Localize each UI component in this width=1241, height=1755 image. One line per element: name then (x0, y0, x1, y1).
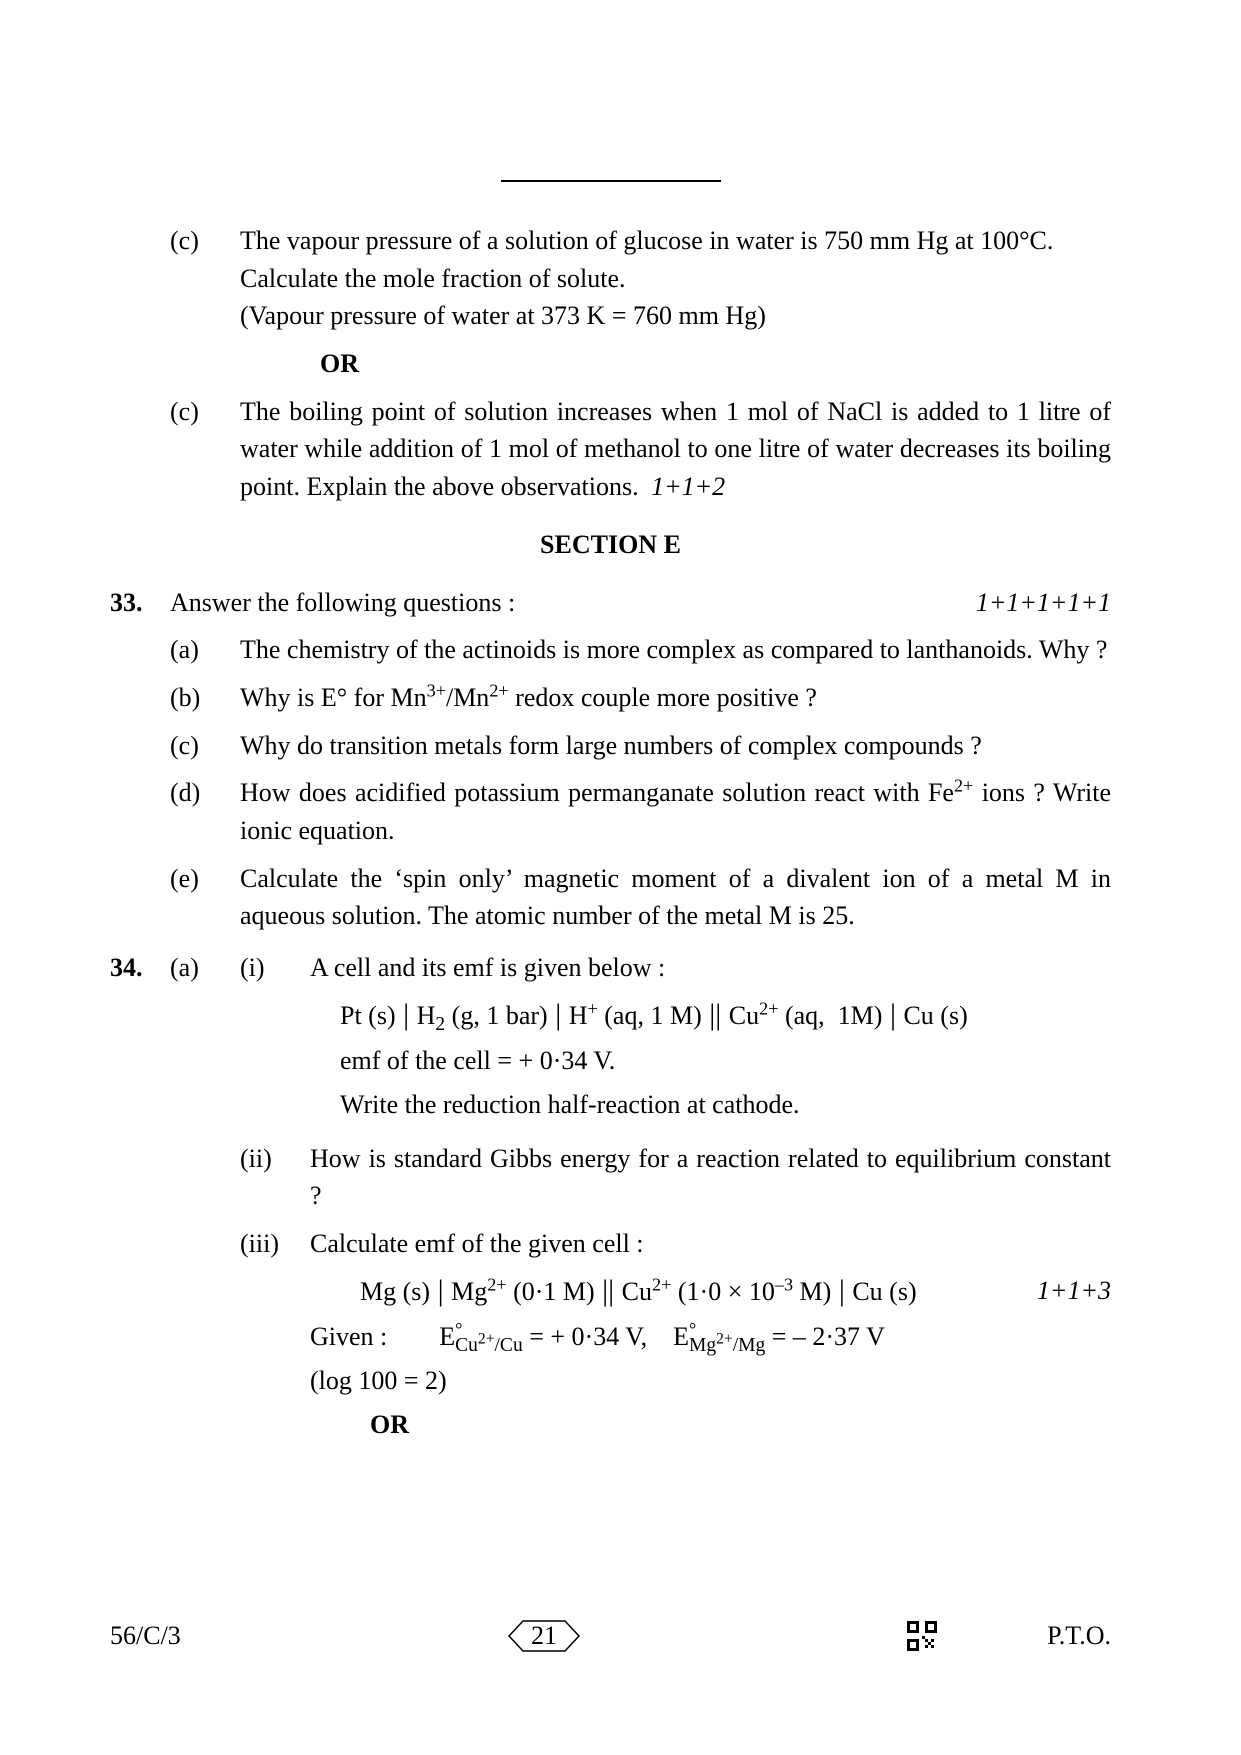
text-pre: Why is E° for Mn (240, 683, 427, 712)
given-label: Given : (310, 1322, 387, 1351)
part-label: (c) (170, 727, 240, 765)
spacer (110, 860, 170, 935)
q34-a-ii: (ii) How is standard Gibbs energy for a … (110, 1140, 1111, 1215)
spacer (170, 1225, 240, 1443)
or-row: OR (110, 345, 1111, 383)
cell-eqn-row: Mg (s) | Mg2+ (0·1 M) || Cu2+ (1·0 × 10–… (310, 1269, 1111, 1313)
q32-c2: (c) The boiling point of solution increa… (110, 393, 1111, 506)
spacer (110, 345, 170, 383)
spacer (170, 1140, 240, 1215)
q33-c: (c) Why do transition metals form large … (110, 727, 1111, 765)
text: Why is E° for Mn3+/Mn2+ redox couple mor… (240, 679, 1111, 717)
spacer (110, 631, 170, 669)
question-number: 34. (110, 949, 170, 1130)
body-text: A cell and its emf is given below : Pt (… (310, 949, 1111, 1130)
sub-label: (iii) (240, 1225, 310, 1443)
marks: 1+1+2 (651, 472, 725, 501)
text-pre: How does acidified potassium permanganat… (240, 778, 954, 807)
q33-a: (a) The chemistry of the actinoids is mo… (110, 631, 1111, 669)
spacer (110, 727, 170, 765)
footer-right: P.T.O. (907, 1617, 1111, 1655)
line: Calculate emf of the given cell : (310, 1225, 1111, 1263)
pto: P.T.O. (1047, 1617, 1111, 1655)
q34-a-i: 34. (a) (i) A cell and its emf is given … (110, 949, 1111, 1130)
text: The boiling point of solution increases … (240, 393, 1111, 506)
body-text: The boiling point of solution increases … (240, 393, 1111, 506)
q34-a-iii: (iii) Calculate emf of the given cell : … (110, 1225, 1111, 1443)
page-number-diamond: 21 (499, 1619, 589, 1653)
question-number: 33. (110, 584, 170, 622)
q33-b: (b) Why is E° for Mn3+/Mn2+ redox couple… (110, 679, 1111, 717)
cell-notation: Mg (s) | Mg2+ (0·1 M) || Cu2+ (1·0 × 10–… (310, 1269, 1013, 1313)
page-number: 21 (531, 1617, 557, 1655)
or-label: OR (240, 345, 1111, 383)
part-label: (e) (170, 860, 240, 935)
emf-line: emf of the cell = + 0·34 V. (310, 1042, 1111, 1080)
q32-c1: (c) The vapour pressure of a solution of… (110, 222, 1111, 335)
spacer (110, 222, 170, 335)
text: (Vapour pressure of water at 373 K = 760… (240, 301, 766, 330)
spacer (110, 1140, 170, 1215)
sub-label: (i) (240, 949, 310, 1130)
line: A cell and its emf is given below : (310, 949, 1111, 987)
spacer (110, 774, 170, 849)
text-post: redox couple more positive ? (509, 683, 817, 712)
page-footer: 56/C/3 21 P.T.O. (110, 1617, 1111, 1655)
q33-e: (e) Calculate the ‘spin only’ magnetic m… (110, 860, 1111, 935)
given-line: Given : E°Cu2+/Cu = + 0·34 V, E°Mg2+/Mg … (310, 1318, 1111, 1356)
text: The chemistry of the actinoids is more c… (240, 631, 1111, 669)
text: The vapour pressure of a solution of glu… (240, 226, 1053, 293)
text: Calculate the ‘spin only’ magnetic momen… (240, 860, 1111, 935)
paper-code: 56/C/3 (110, 1617, 181, 1655)
text: How does acidified potassium permanganat… (240, 774, 1111, 849)
q33-d: (d) How does acidified potassium permang… (110, 774, 1111, 849)
spacer (110, 393, 170, 506)
line: Write the reduction half-reaction at cat… (310, 1086, 1111, 1124)
part-label: (a) (170, 949, 240, 1130)
part-label: (c) (170, 222, 240, 335)
part-label: (d) (170, 774, 240, 849)
sub-label: (ii) (240, 1140, 310, 1215)
spacer (110, 1225, 170, 1443)
text: Why do transition metals form large numb… (240, 727, 1111, 765)
body-text: Answer the following questions : 1+1+1+1… (170, 584, 1111, 622)
marks: 1+1+1+1+1 (976, 584, 1111, 622)
or-label: OR (310, 1406, 1111, 1444)
marks: 1+1+3 (1013, 1272, 1111, 1310)
lead-text: Answer the following questions : (170, 584, 976, 622)
body-text: The vapour pressure of a solution of glu… (240, 222, 1111, 335)
cell-notation: Pt (s) | H2 (g, 1 bar) | H+ (aq, 1 M) ||… (310, 993, 1111, 1037)
text: How is standard Gibbs energy for a react… (310, 1140, 1111, 1215)
part-label: (a) (170, 631, 240, 669)
body-text: Calculate emf of the given cell : Mg (s)… (310, 1225, 1111, 1443)
exam-page: (c) The vapour pressure of a solution of… (0, 0, 1241, 1755)
spacer (170, 345, 240, 383)
part-label: (c) (170, 393, 240, 506)
section-divider (501, 180, 721, 182)
part-label: (b) (170, 679, 240, 717)
section-title: SECTION E (110, 526, 1111, 564)
qr-icon (907, 1621, 937, 1651)
spacer (110, 679, 170, 717)
log-line: (log 100 = 2) (310, 1362, 1111, 1400)
q33-lead: 33. Answer the following questions : 1+1… (110, 584, 1111, 622)
